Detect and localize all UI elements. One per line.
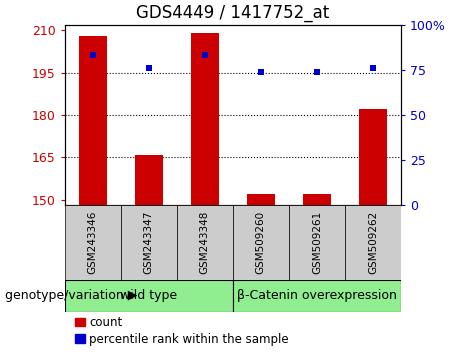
Bar (78, 36, 106, 205)
Bar (289, 205, 345, 280)
Text: genotype/variation ▶: genotype/variation ▶ (5, 289, 137, 302)
Legend: count, percentile rank within the sample: count, percentile rank within the sample (71, 312, 294, 350)
Bar (359, 109, 387, 205)
Bar (177, 205, 233, 280)
Text: GSM243348: GSM243348 (200, 211, 210, 274)
Text: wild type: wild type (120, 289, 177, 302)
Bar (65, 280, 233, 312)
Bar (247, 194, 275, 205)
Bar (121, 205, 177, 280)
Text: GSM243346: GSM243346 (88, 211, 98, 274)
Title: GDS4449 / 1417752_at: GDS4449 / 1417752_at (136, 4, 330, 22)
Point (89, 53, 96, 58)
Bar (65, 205, 121, 280)
Bar (191, 33, 219, 205)
Bar (345, 205, 401, 280)
Bar (303, 194, 331, 205)
Bar (233, 205, 289, 280)
Bar (233, 280, 401, 312)
Text: GSM509262: GSM509262 (368, 211, 378, 274)
Point (313, 69, 321, 75)
Bar (135, 155, 163, 205)
Point (145, 65, 152, 71)
Text: β-Catenin overexpression: β-Catenin overexpression (237, 289, 397, 302)
Text: GSM509261: GSM509261 (312, 211, 322, 274)
Point (257, 69, 265, 75)
Text: GSM243347: GSM243347 (144, 211, 154, 274)
Point (201, 53, 208, 58)
Point (369, 65, 377, 71)
Text: GSM509260: GSM509260 (256, 211, 266, 274)
